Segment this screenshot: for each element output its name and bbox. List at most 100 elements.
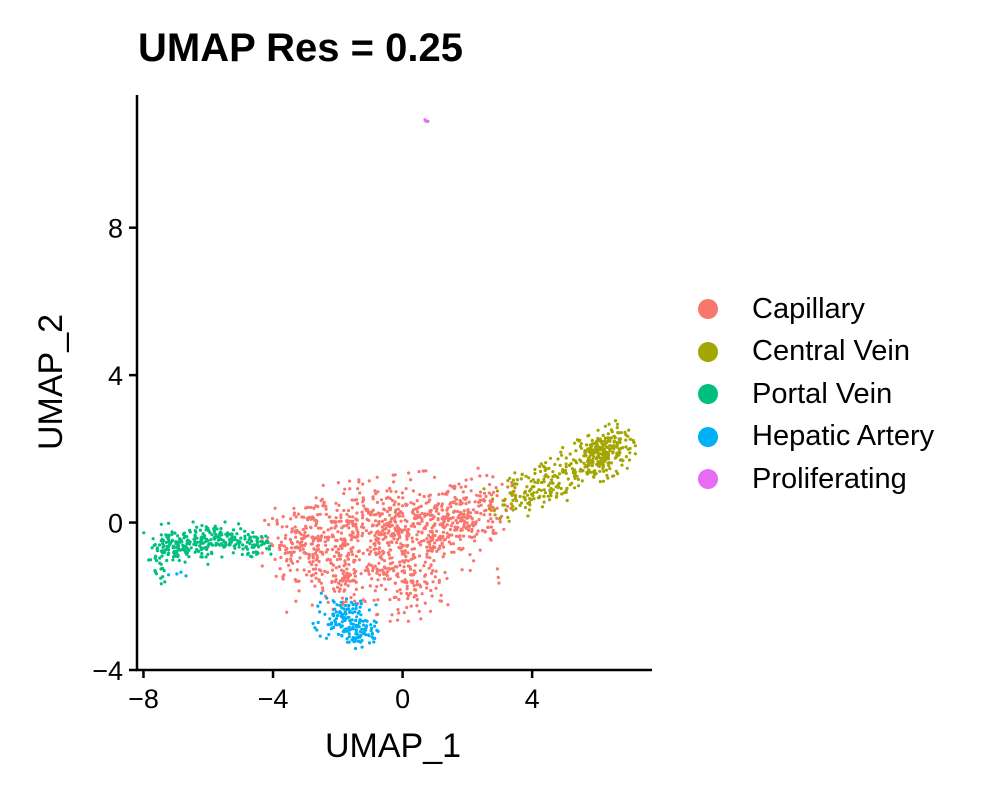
data-point: [458, 534, 462, 538]
data-point: [319, 526, 323, 530]
data-point: [321, 483, 325, 487]
data-point: [470, 517, 474, 521]
data-point: [535, 490, 539, 494]
data-point: [353, 523, 357, 527]
data-point: [483, 530, 487, 534]
data-point: [345, 512, 349, 516]
data-point: [348, 479, 352, 483]
data-point: [195, 547, 199, 552]
data-point: [318, 538, 323, 543]
data-point: [395, 524, 399, 528]
data-point: [533, 467, 537, 472]
data-point: [198, 544, 202, 548]
data-point: [566, 477, 570, 481]
data-point: [387, 529, 391, 533]
data-point: [164, 548, 168, 552]
data-point: [595, 445, 599, 449]
data-point: [498, 516, 502, 520]
data-point: [458, 537, 462, 542]
data-point: [613, 419, 618, 423]
data-point: [477, 504, 481, 508]
data-point: [260, 564, 264, 568]
data-point: [295, 528, 299, 533]
data-point: [342, 628, 347, 632]
data-point: [542, 494, 546, 498]
data-point: [631, 438, 635, 442]
data-point: [415, 537, 419, 541]
data-point: [332, 600, 336, 604]
data-point: [339, 600, 343, 604]
data-point: [471, 524, 475, 528]
data-point: [615, 422, 620, 426]
data-point: [350, 549, 354, 554]
data-point: [334, 623, 338, 627]
data-point: [309, 505, 313, 510]
data-point: [617, 437, 621, 441]
data-point: [425, 555, 429, 559]
data-point: [316, 513, 320, 517]
data-point: [342, 524, 346, 528]
data-point: [321, 586, 325, 590]
data-point: [175, 572, 179, 576]
data-point: [161, 549, 165, 553]
data-point: [478, 490, 483, 494]
data-point: [352, 637, 356, 641]
data-point: [540, 505, 545, 509]
data-point: [397, 514, 401, 518]
data-point: [513, 496, 518, 500]
data-point: [314, 496, 318, 500]
data-point: [416, 510, 420, 514]
data-point: [478, 498, 482, 502]
data-point: [271, 544, 275, 548]
data-point: [185, 541, 189, 546]
data-point: [482, 497, 486, 502]
data-point: [514, 507, 518, 511]
data-point: [464, 484, 468, 489]
data-point: [171, 546, 175, 550]
data-point: [269, 552, 273, 556]
data-point: [508, 476, 512, 480]
data-point: [615, 451, 619, 455]
data-point: [406, 559, 410, 563]
data-point: [491, 475, 495, 479]
data-point: [473, 539, 477, 543]
data-point: [358, 605, 362, 609]
data-point: [590, 438, 594, 443]
data-point: [200, 535, 204, 539]
data-point: [604, 445, 608, 449]
data-point: [335, 558, 339, 562]
data-point: [405, 580, 409, 584]
data-point: [546, 494, 550, 498]
data-point: [381, 502, 385, 506]
data-point: [155, 559, 159, 563]
data-point: [429, 588, 433, 593]
data-point: [316, 534, 320, 538]
data-point: [526, 501, 530, 505]
data-point: [248, 535, 252, 539]
data-point: [358, 491, 362, 495]
data-point: [361, 531, 365, 535]
data-point: [306, 534, 310, 538]
data-point: [349, 538, 353, 542]
data-point: [318, 610, 322, 614]
data-point: [294, 599, 298, 603]
data-point: [320, 572, 324, 577]
legend-item: Proliferating: [698, 458, 934, 501]
data-point: [537, 488, 541, 492]
data-point: [395, 589, 399, 593]
data-point: [559, 486, 563, 491]
data-point: [289, 553, 293, 558]
data-point: [420, 511, 424, 516]
data-point: [335, 585, 340, 589]
data-point: [470, 527, 474, 532]
data-point: [158, 543, 162, 547]
data-point: [330, 547, 335, 552]
data-point: [489, 517, 493, 521]
data-point: [335, 603, 339, 607]
data-point: [316, 547, 320, 551]
data-point: [607, 464, 611, 468]
data-point: [388, 598, 392, 602]
data-point: [328, 515, 332, 519]
data-point: [416, 521, 420, 526]
data-point: [452, 550, 456, 554]
